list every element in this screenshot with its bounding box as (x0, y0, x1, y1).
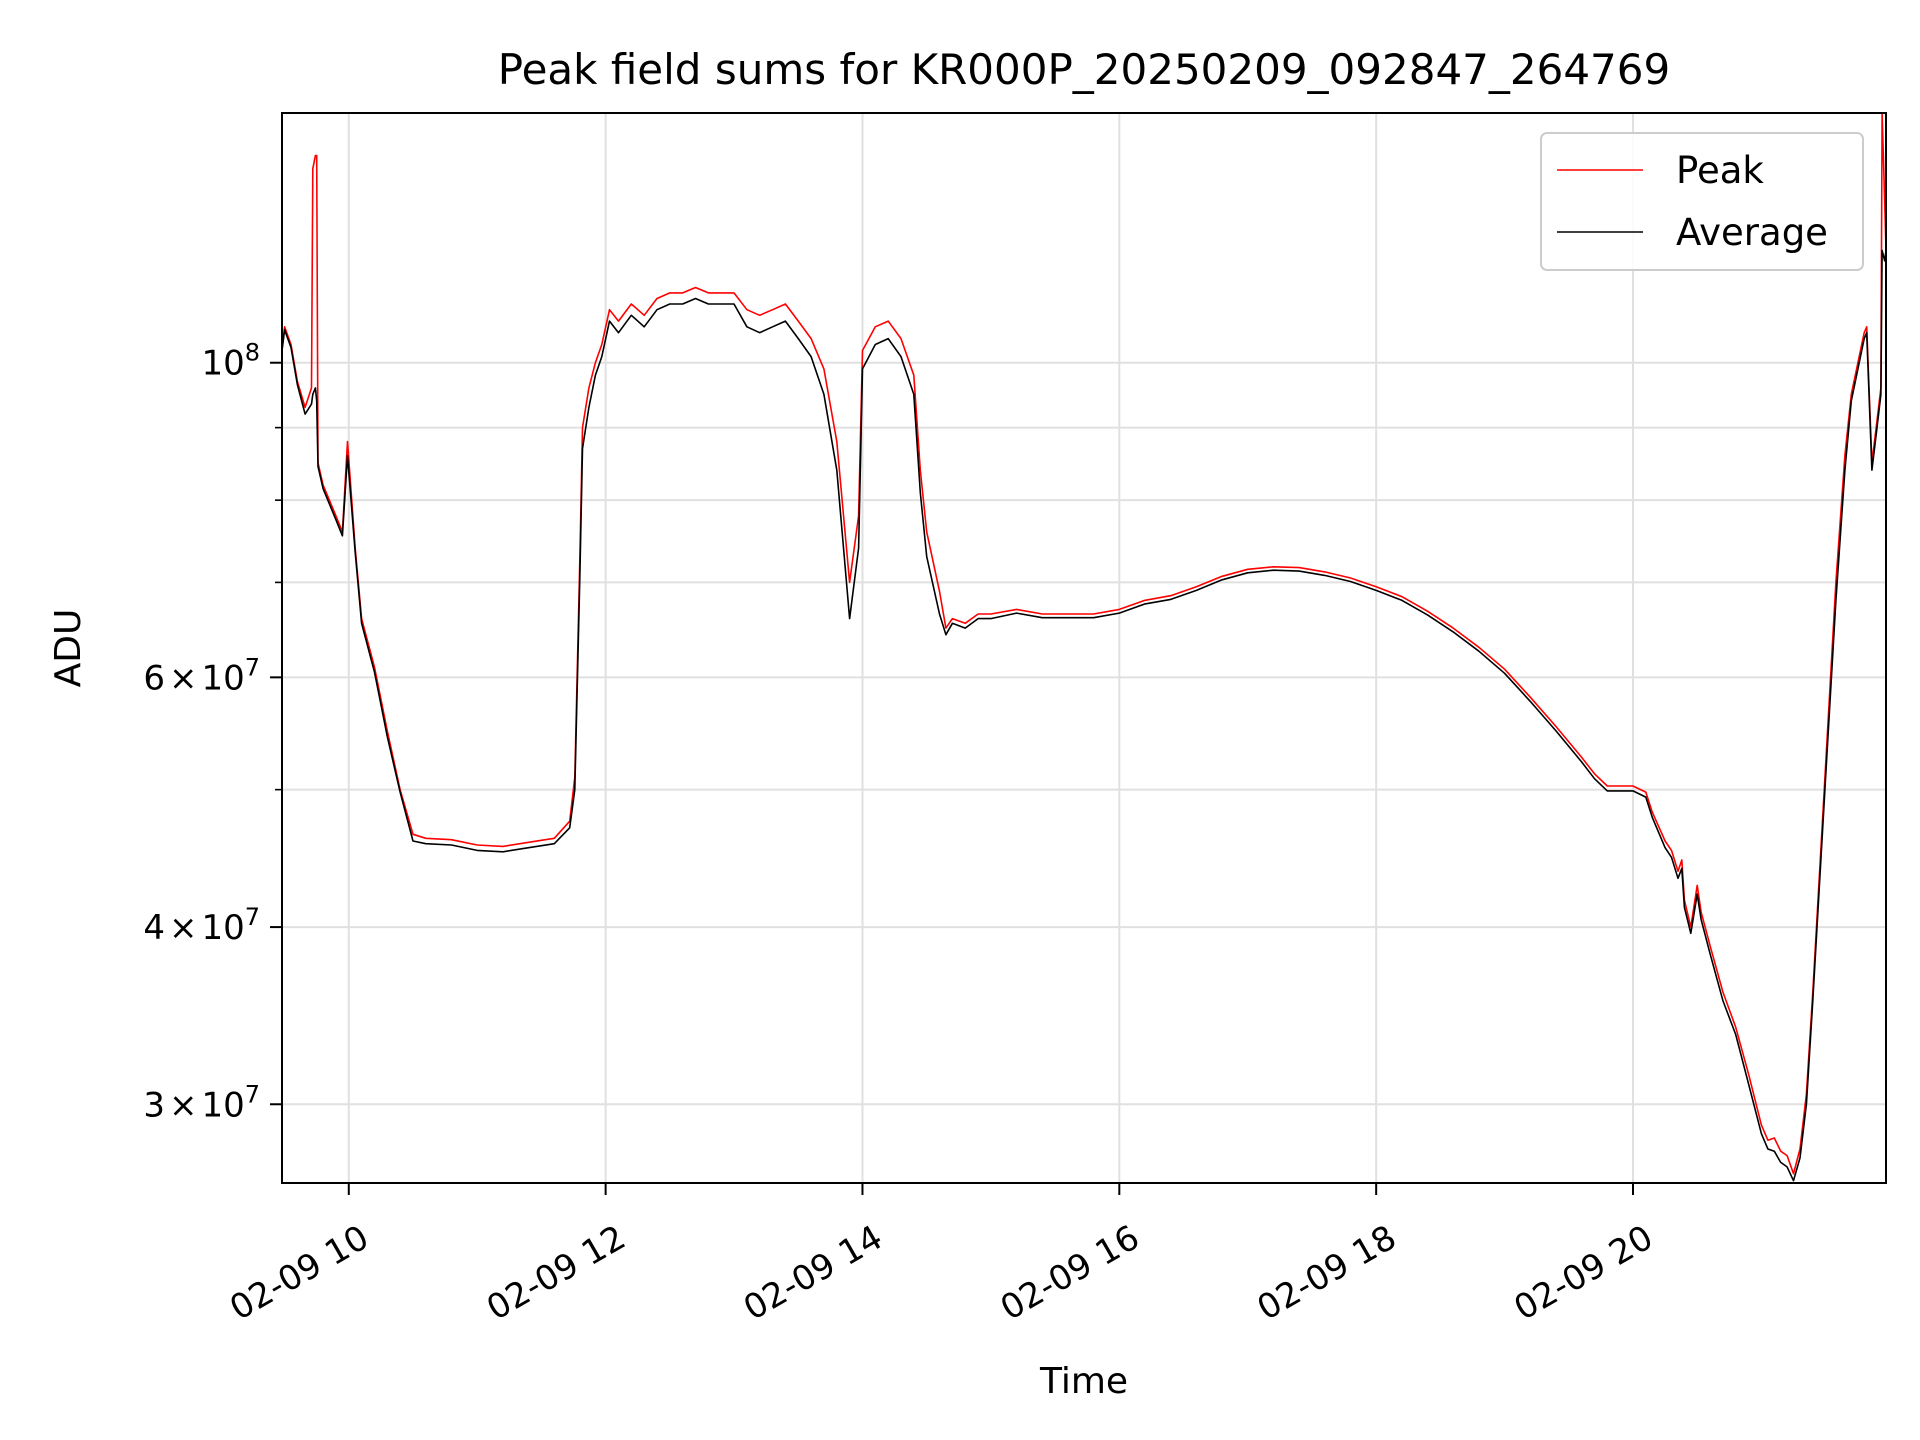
plot-background (282, 113, 1886, 1183)
y-tick-label: 4 × 107 (143, 903, 260, 948)
y-tick-times-sign: × (169, 908, 198, 948)
legend-box (1540, 132, 1864, 271)
y-tick-mantissa: 3 (143, 1085, 165, 1125)
plot-area (281, 112, 1887, 1184)
series-layer (282, 113, 1886, 1182)
y-tick-exponent: 7 (245, 653, 260, 681)
y-tick-exponent: 7 (245, 903, 260, 931)
y-tick-label: 6 × 107 (143, 653, 260, 698)
y-tick-mantissa: 4 (143, 908, 165, 948)
legend-peak-label: Peak (1676, 149, 1764, 192)
y-tick-times-sign: × (169, 1085, 198, 1125)
y-tick-label: 108 (201, 339, 260, 384)
grid-lines (282, 113, 1886, 1183)
legend: Peak Average (1540, 132, 1864, 271)
series-line-average (282, 249, 1886, 1182)
y-tick-exponent: 8 (245, 339, 260, 367)
y-tick-base: 10 (201, 1085, 244, 1125)
chart-title: Peak field sums for KR000P_20250209_0928… (498, 45, 1670, 94)
y-tick-base: 10 (201, 908, 244, 948)
y-tick-label: 3 × 107 (143, 1080, 260, 1125)
plot-frame (281, 112, 1887, 1184)
y-tick-mantissa: 6 (143, 658, 165, 698)
x-axis-label: Time (1039, 1361, 1128, 1402)
legend-average-label: Average (1676, 211, 1828, 254)
y-axis-label: ADU (48, 609, 89, 688)
series-line-peak (282, 113, 1886, 1175)
y-tick-base: 10 (201, 658, 244, 698)
y-tick-exponent: 7 (245, 1080, 260, 1108)
y-tick-times-sign: × (169, 658, 198, 698)
y-tick-base: 10 (201, 344, 244, 384)
